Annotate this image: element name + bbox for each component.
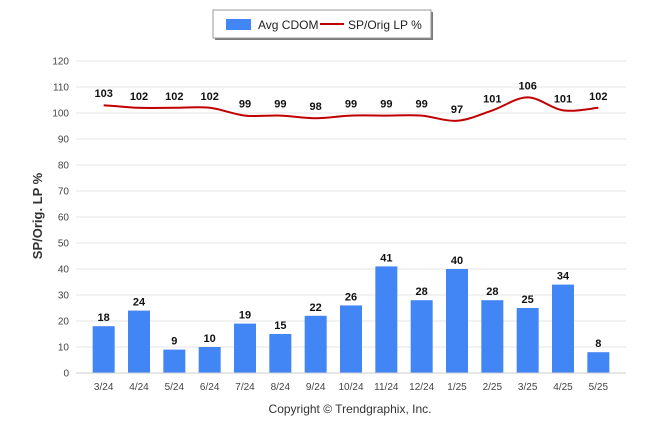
bar (481, 300, 504, 373)
line-data-labels: 103 102 102 102 99 99 98 99 99 99 97 101 106 101 102 (94, 80, 607, 115)
x-tick-label: 5/25 (589, 382, 609, 393)
line-value-label: 99 (239, 99, 251, 111)
sp-orig-lp-line (103, 96, 599, 122)
bar (587, 352, 610, 373)
x-tick-label: 8/24 (271, 382, 291, 393)
bar (446, 269, 468, 373)
line-value-label: 99 (345, 99, 357, 111)
line-value-label: 99 (416, 99, 428, 111)
bar-value-label: 18 (98, 312, 110, 324)
bar-data-labels: 18 24 9 10 19 15 22 26 41 28 40 28 25 34 8 (98, 252, 602, 350)
x-tick-label: 3/24 (94, 382, 114, 393)
bar (340, 305, 362, 373)
line-value-label: 101 (554, 93, 572, 105)
y-tick-label: 0 (63, 369, 69, 380)
bar (269, 334, 292, 373)
bar-series (92, 266, 610, 373)
bar-value-label: 8 (595, 338, 601, 350)
bar-value-label: 24 (133, 297, 146, 309)
bar-value-label: 10 (204, 333, 216, 345)
x-tick-label: 5/24 (165, 382, 185, 393)
bar-value-label: 26 (345, 291, 357, 303)
x-tick-label: 3/25 (518, 382, 538, 393)
line-value-label: 102 (130, 91, 148, 103)
line-value-label: 101 (483, 93, 501, 105)
line-value-label: 102 (165, 91, 183, 103)
bar-value-label: 15 (274, 320, 286, 332)
copyright-text: Copyright © Trendgraphix, Inc. (269, 402, 432, 416)
line-value-label: 99 (274, 99, 286, 111)
x-tick-label: 4/25 (553, 382, 573, 393)
y-tick-label: 70 (58, 187, 70, 198)
x-tick-label: 7/24 (235, 382, 255, 393)
line-value-label: 97 (451, 104, 463, 116)
legend: Avg CDOM SP/Orig LP % (212, 9, 433, 40)
line-value-label: 102 (200, 91, 218, 103)
x-tick-label: 6/24 (200, 382, 220, 393)
line-value-label: 103 (94, 88, 112, 100)
bar-value-label: 34 (557, 271, 570, 283)
bar (92, 326, 115, 373)
y-tick-label: 90 (58, 135, 70, 146)
y-axis-label: SP/Orig. LP % (30, 172, 45, 259)
y-tick-label: 60 (58, 213, 70, 224)
y-tick-label: 110 (53, 83, 69, 94)
bar-value-label: 19 (239, 310, 251, 322)
bar-value-label: 22 (310, 302, 322, 314)
legend-swatch-avg-cdom (226, 19, 251, 30)
x-tick-label: 12/24 (409, 382, 434, 393)
bar (304, 315, 327, 373)
bar (198, 347, 221, 373)
y-tick-label: 120 (52, 57, 69, 68)
bar (234, 323, 256, 373)
bar-value-label: 41 (380, 252, 392, 264)
y-tick-label: 30 (58, 291, 70, 302)
line-value-label: 106 (518, 80, 536, 92)
x-tick-label: 4/24 (129, 382, 149, 393)
legend-label-avg-cdom: Avg CDOM (258, 18, 318, 32)
x-tick-label: 11/24 (374, 382, 399, 393)
y-tick-label: 100 (52, 109, 69, 120)
y-tick-label: 80 (58, 161, 70, 172)
bar (128, 310, 150, 373)
bar-value-label: 25 (522, 294, 534, 306)
bar (163, 349, 186, 373)
bar-value-label: 9 (171, 336, 177, 348)
y-tick-label: 50 (58, 239, 70, 250)
bar-value-label: 40 (451, 255, 463, 267)
x-tick-label: 10/24 (338, 382, 363, 393)
bar (410, 300, 433, 373)
line-value-label: 99 (380, 99, 392, 111)
line-value-label: 102 (589, 91, 607, 103)
bar (552, 284, 574, 373)
x-axis-ticks: 3/24 4/24 5/24 6/24 7/24 8/24 9/24 10/24 11/24 12… (94, 382, 609, 393)
bar-value-label: 28 (416, 286, 428, 298)
bar-value-label: 28 (486, 286, 498, 298)
y-tick-label: 40 (58, 265, 70, 276)
bar (375, 266, 398, 373)
x-tick-label: 1/25 (447, 382, 467, 393)
line-value-label: 98 (310, 101, 322, 113)
legend-label-sp-orig-lp: SP/Orig LP % (348, 18, 422, 32)
x-tick-label: 2/25 (483, 382, 503, 393)
y-axis-ticks: 0 10 20 30 40 50 60 70 80 90 100 110 120 (52, 57, 69, 380)
bar (516, 308, 539, 373)
y-tick-label: 20 (58, 317, 70, 328)
x-tick-label: 9/24 (306, 382, 326, 393)
y-tick-label: 10 (58, 343, 70, 354)
